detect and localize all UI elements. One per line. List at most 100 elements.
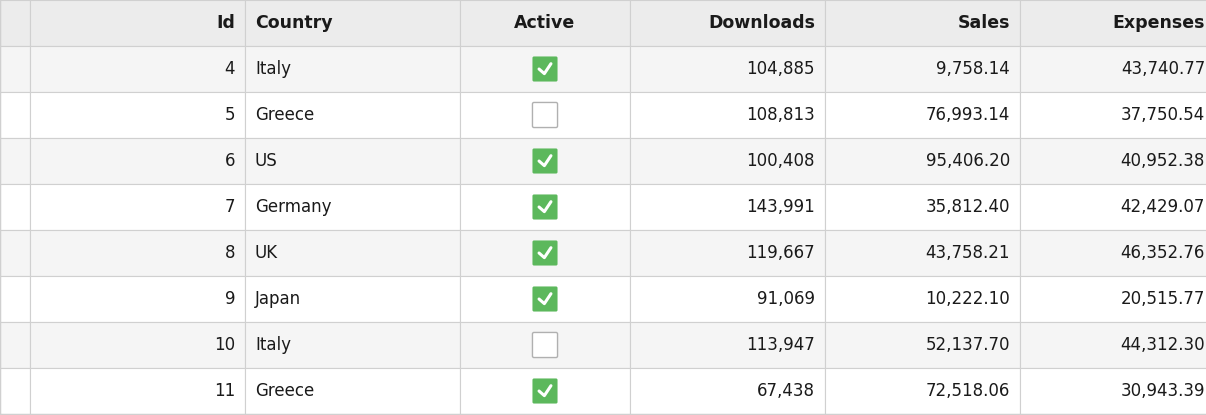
- Bar: [1020, 92, 1206, 138]
- Text: Active: Active: [515, 14, 575, 32]
- Text: 91,069: 91,069: [757, 290, 815, 308]
- Bar: [0, 0, 30, 46]
- Text: 108,813: 108,813: [747, 106, 815, 124]
- Bar: [1020, 0, 1206, 46]
- Text: Greece: Greece: [254, 382, 315, 400]
- Bar: [825, 184, 1020, 230]
- Bar: [825, 0, 1020, 46]
- FancyBboxPatch shape: [533, 240, 557, 266]
- Text: 6: 6: [224, 152, 235, 170]
- Bar: [30, 92, 245, 138]
- Bar: [0, 276, 30, 322]
- Bar: [630, 322, 825, 368]
- Bar: [245, 322, 459, 368]
- Text: 119,667: 119,667: [747, 244, 815, 262]
- Bar: [825, 276, 1020, 322]
- Bar: [245, 276, 459, 322]
- Text: 44,312.30: 44,312.30: [1120, 336, 1205, 354]
- FancyBboxPatch shape: [533, 149, 557, 173]
- Text: 8: 8: [224, 244, 235, 262]
- Bar: [630, 46, 825, 92]
- Text: 52,137.70: 52,137.70: [925, 336, 1009, 354]
- Text: 9,758.14: 9,758.14: [936, 60, 1009, 78]
- Bar: [630, 184, 825, 230]
- Text: US: US: [254, 152, 277, 170]
- Text: Japan: Japan: [254, 290, 302, 308]
- FancyBboxPatch shape: [533, 286, 557, 312]
- Text: 9: 9: [224, 290, 235, 308]
- Text: Germany: Germany: [254, 198, 332, 216]
- Bar: [630, 92, 825, 138]
- Bar: [630, 138, 825, 184]
- Bar: [30, 138, 245, 184]
- Text: Italy: Italy: [254, 336, 291, 354]
- Bar: [0, 368, 30, 414]
- Text: 11: 11: [213, 382, 235, 400]
- Bar: [459, 184, 630, 230]
- Text: 7: 7: [224, 198, 235, 216]
- Text: 104,885: 104,885: [747, 60, 815, 78]
- Bar: [30, 276, 245, 322]
- Bar: [459, 46, 630, 92]
- Text: 4: 4: [224, 60, 235, 78]
- Bar: [0, 184, 30, 230]
- Bar: [245, 46, 459, 92]
- Text: 35,812.40: 35,812.40: [925, 198, 1009, 216]
- Text: Italy: Italy: [254, 60, 291, 78]
- Bar: [825, 368, 1020, 414]
- Bar: [0, 92, 30, 138]
- Bar: [825, 230, 1020, 276]
- Text: 100,408: 100,408: [747, 152, 815, 170]
- FancyBboxPatch shape: [533, 332, 557, 358]
- Bar: [30, 368, 245, 414]
- Bar: [630, 368, 825, 414]
- Bar: [459, 230, 630, 276]
- Bar: [630, 230, 825, 276]
- Bar: [245, 368, 459, 414]
- Bar: [30, 0, 245, 46]
- Text: Id: Id: [216, 14, 235, 32]
- Bar: [825, 92, 1020, 138]
- Bar: [1020, 138, 1206, 184]
- Text: 113,947: 113,947: [747, 336, 815, 354]
- Text: Sales: Sales: [958, 14, 1009, 32]
- Bar: [30, 230, 245, 276]
- Bar: [245, 138, 459, 184]
- Text: 10,222.10: 10,222.10: [925, 290, 1009, 308]
- FancyBboxPatch shape: [533, 378, 557, 403]
- Text: 42,429.07: 42,429.07: [1120, 198, 1205, 216]
- Text: 67,438: 67,438: [757, 382, 815, 400]
- Text: Expenses: Expenses: [1112, 14, 1205, 32]
- Bar: [0, 230, 30, 276]
- Text: 72,518.06: 72,518.06: [926, 382, 1009, 400]
- Bar: [459, 138, 630, 184]
- Bar: [630, 0, 825, 46]
- Bar: [245, 0, 459, 46]
- FancyBboxPatch shape: [533, 56, 557, 81]
- Bar: [245, 184, 459, 230]
- Text: Downloads: Downloads: [708, 14, 815, 32]
- Bar: [459, 322, 630, 368]
- Bar: [825, 46, 1020, 92]
- Text: UK: UK: [254, 244, 279, 262]
- Bar: [1020, 46, 1206, 92]
- Bar: [825, 138, 1020, 184]
- Text: 143,991: 143,991: [747, 198, 815, 216]
- Bar: [0, 322, 30, 368]
- Bar: [30, 184, 245, 230]
- Text: Greece: Greece: [254, 106, 315, 124]
- Bar: [459, 0, 630, 46]
- Bar: [1020, 368, 1206, 414]
- FancyBboxPatch shape: [533, 103, 557, 127]
- Text: 76,993.14: 76,993.14: [926, 106, 1009, 124]
- Text: 40,952.38: 40,952.38: [1120, 152, 1205, 170]
- Text: 43,758.21: 43,758.21: [925, 244, 1009, 262]
- Bar: [245, 230, 459, 276]
- Text: 5: 5: [224, 106, 235, 124]
- Text: 20,515.77: 20,515.77: [1120, 290, 1205, 308]
- Bar: [825, 322, 1020, 368]
- Bar: [30, 46, 245, 92]
- Text: 95,406.20: 95,406.20: [926, 152, 1009, 170]
- Text: 43,740.77: 43,740.77: [1120, 60, 1205, 78]
- Bar: [1020, 276, 1206, 322]
